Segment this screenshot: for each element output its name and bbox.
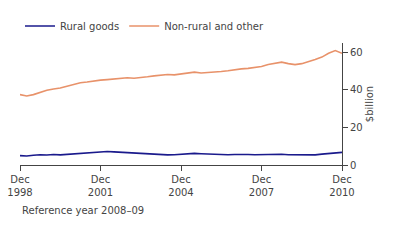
svg-text:Rural goods: Rural goods — [60, 21, 119, 32]
svg-text:40: 40 — [350, 84, 363, 95]
svg-text:20: 20 — [350, 122, 363, 133]
svg-text:$billion: $billion — [364, 86, 375, 122]
svg-text:Dec2007: Dec2007 — [249, 174, 274, 198]
svg-text:Reference year 2008–09: Reference year 2008–09 — [22, 205, 144, 216]
svg-text:Non-rural and other: Non-rural and other — [164, 21, 264, 32]
svg-text:Dec1998: Dec1998 — [7, 174, 32, 198]
svg-text:Dec2004: Dec2004 — [168, 174, 193, 198]
svg-text:0: 0 — [350, 160, 356, 171]
svg-text:Dec2001: Dec2001 — [88, 174, 113, 198]
svg-text:60: 60 — [350, 47, 363, 58]
svg-text:Dec2010: Dec2010 — [329, 174, 354, 198]
